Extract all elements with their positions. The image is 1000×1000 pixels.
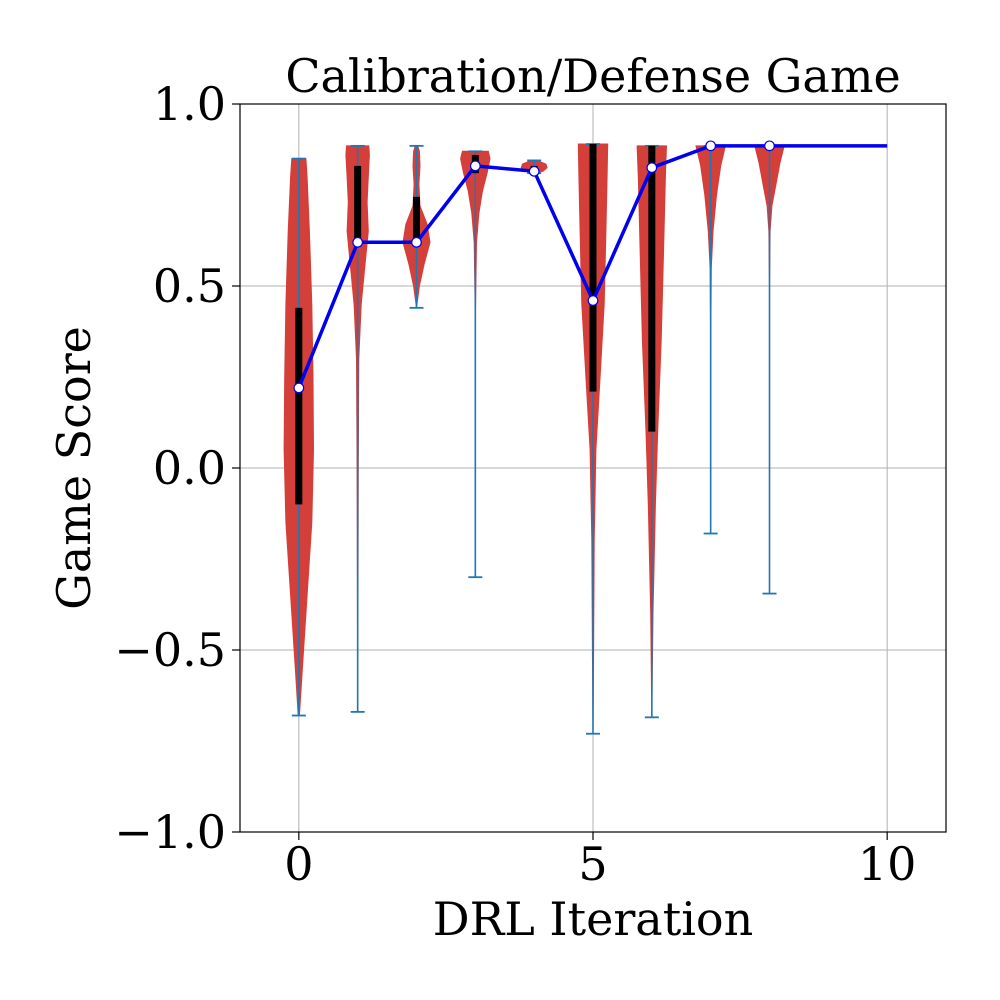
median-line-series xyxy=(293,140,888,394)
median-marker xyxy=(705,140,717,152)
median-marker xyxy=(528,165,540,177)
violin-iqr-box xyxy=(648,145,656,432)
median-marker xyxy=(587,295,599,306)
y-tick-label: −1.0 xyxy=(114,805,226,859)
median-marker xyxy=(469,160,481,172)
median-marker xyxy=(764,140,775,152)
y-tick-label: 1.0 xyxy=(153,77,226,131)
median-marker xyxy=(411,236,422,248)
x-tick-label: 5 xyxy=(578,837,607,891)
x-tick-label: 10 xyxy=(858,837,917,891)
violin-iqr-box xyxy=(413,196,420,243)
x-tick-label: 0 xyxy=(284,837,313,891)
median-marker xyxy=(293,382,305,394)
x-axis-label: DRL Iteration xyxy=(433,892,754,946)
y-axis-label: Game Score xyxy=(47,326,101,610)
axis-ticks: 0 5 10 −1.0 −0.5 0.0 0.5 1.0 xyxy=(114,77,916,891)
violin-series xyxy=(283,143,785,735)
violin-iqr-box xyxy=(354,165,362,243)
y-tick-label: −0.5 xyxy=(114,623,226,677)
median-marker xyxy=(646,162,658,174)
violin-iqr-box xyxy=(295,307,303,505)
violin-iqr-box xyxy=(589,144,597,392)
y-tick-label: 0.0 xyxy=(153,441,226,495)
median-marker xyxy=(352,236,364,248)
chart-title: Calibration/Defense Game xyxy=(285,49,900,103)
y-tick-label: 0.5 xyxy=(153,259,226,313)
